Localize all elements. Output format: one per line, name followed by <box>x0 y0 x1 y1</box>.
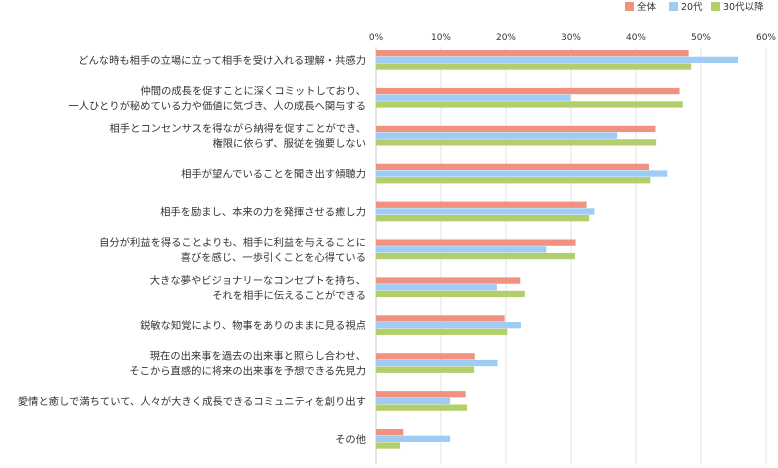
legend-label-2: 30代以降 <box>723 1 764 13</box>
bar <box>376 215 590 222</box>
bar <box>376 170 668 177</box>
category-label: 自分が利益を得ることよりも、相手に利益を与えることに <box>99 236 366 249</box>
bar <box>376 56 739 63</box>
bar <box>376 163 649 170</box>
category-label: 現在の出来事を過去の出来事と照らし合わせ、 <box>150 350 366 363</box>
bar <box>376 177 651 184</box>
bar <box>376 87 680 95</box>
legend-swatch-0 <box>625 2 634 11</box>
category-label: どんな時も相手の立場に立って相手を受け入れる理解・共感力 <box>78 54 366 67</box>
bar <box>376 315 505 322</box>
bar <box>376 139 657 146</box>
x-tick-label: 30% <box>561 33 581 43</box>
bar <box>376 353 475 360</box>
bar <box>376 94 571 101</box>
legend-label-0: 全体 <box>637 1 657 13</box>
category-label: 鋭敏な知覚により、物事をありのままに見る視点 <box>140 319 366 332</box>
category-label: 愛情と癒しで満ちていて、人々が大きく成長できるコミュニティを創り出す <box>18 395 366 408</box>
x-tick-label: 10% <box>431 33 451 43</box>
category-label: 大きな夢やビジョナリーなコンセプトを持ち、 <box>150 274 366 287</box>
bar <box>376 322 521 329</box>
category-label: 一人ひとりが秘めている力や価値に気づき、人の成長へ関与する <box>68 99 366 112</box>
category-label: そこから直感的に将来の出来事を予想できる先見力 <box>129 365 366 378</box>
bar <box>376 284 497 291</box>
bar <box>376 132 618 139</box>
bar <box>376 246 547 253</box>
bar <box>376 328 508 335</box>
bar <box>376 277 521 284</box>
category-label: 権限に依らず、服従を強要しない <box>212 137 366 150</box>
legend-swatch-1 <box>669 2 678 11</box>
category-label: 喜びを感じ、一歩引くことを心得ている <box>181 251 366 264</box>
bar <box>376 442 401 449</box>
x-tick-label: 50% <box>691 33 711 43</box>
bar <box>376 391 466 398</box>
bar <box>376 50 689 57</box>
category-label: 仲間の成長を促すことに深くコミットしており、 <box>140 84 366 97</box>
category-label: 相手を励まし、本来の力を発揮させる癒し力 <box>160 205 366 218</box>
bar <box>376 125 656 133</box>
category-label: それを相手に伝えることができる <box>212 289 366 302</box>
bar <box>376 397 451 405</box>
bar <box>376 252 575 260</box>
bar <box>376 404 467 411</box>
bar <box>376 239 576 246</box>
legend-swatch-2 <box>711 2 720 11</box>
bar <box>376 366 475 373</box>
legend-label-1: 20代 <box>681 2 703 13</box>
x-tick-label: 0% <box>369 33 384 43</box>
bar <box>376 435 451 442</box>
x-tick-label: 20% <box>496 33 516 43</box>
category-label: 相手が望んでいることを聞き出す傾聴力 <box>181 168 366 181</box>
bar <box>376 101 683 108</box>
bar <box>376 290 525 298</box>
category-label: その他 <box>335 433 366 446</box>
bar <box>376 359 498 367</box>
bar <box>376 201 587 208</box>
x-tick-label: 40% <box>626 33 646 43</box>
bar <box>376 63 692 70</box>
bar <box>376 429 404 436</box>
x-tick-label: 60% <box>756 33 776 43</box>
bar <box>376 208 595 215</box>
category-label: 相手とコンセンサスを得ながら納得を促すことができ、 <box>110 122 367 135</box>
